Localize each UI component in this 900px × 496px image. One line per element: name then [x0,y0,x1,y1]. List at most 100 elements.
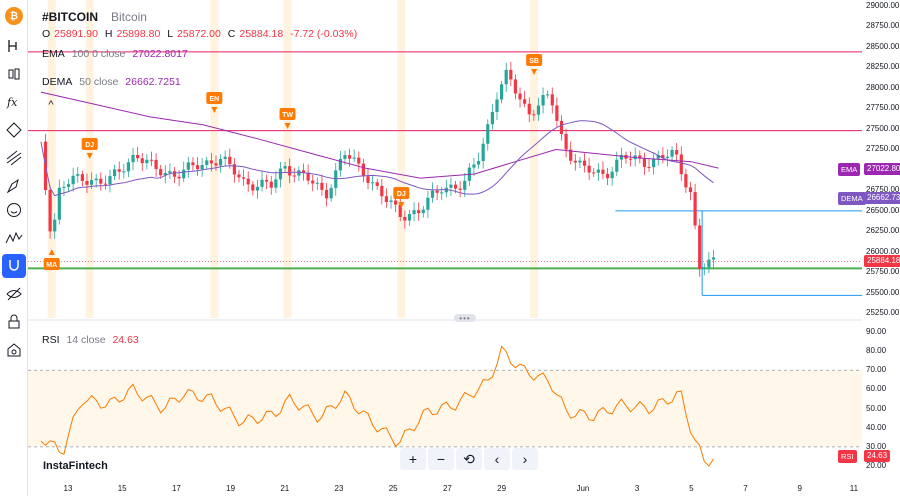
tool-hide[interactable] [2,282,26,306]
open-value: 25891.90 [54,28,98,40]
candle [352,149,356,163]
candle [311,174,315,192]
event-band [283,0,292,318]
candle [237,169,241,183]
event-marker-ma[interactable]: MA [43,249,60,270]
tool-brush[interactable] [2,174,26,198]
zoom-in-button[interactable]: + [400,448,426,470]
collapse-legend-button[interactable]: ^ [48,99,54,111]
event-marker-sb[interactable]: SB [526,54,543,75]
candle [191,157,195,171]
rsi-badge-label: RSI [841,452,854,461]
brush-icon [6,178,19,194]
scroll-left-button[interactable]: ‹ [484,448,510,470]
symbol-ticker: #BITCOIN [42,10,99,24]
tool-magnet[interactable] [2,254,26,278]
candle [458,181,462,198]
pane-resize-handle[interactable]: ••• [454,314,476,323]
candle [76,167,80,183]
candle [195,157,200,176]
rsi-band [28,370,862,447]
candle [541,87,545,114]
candle [357,151,361,172]
candle [218,154,223,173]
event-band [210,0,219,318]
rsi-price-tag: 24.63 [864,450,891,462]
candle [338,151,342,177]
candle [62,181,66,196]
svg-text:TW: TW [282,112,293,119]
ema-legend[interactable]: EMA 100 0 close 27022.8017 [42,48,192,60]
candle [380,178,384,205]
candle [472,158,476,176]
event-marker-en[interactable]: EN [206,92,223,113]
cross-icon [8,40,17,52]
event-marker-dj[interactable]: DJ [393,187,410,208]
candle [334,162,338,196]
dema-price-tag: 26662.73 [864,192,900,204]
candle [159,165,163,179]
rsi-axis-label: 80.00 [866,346,887,356]
close-label: C [227,28,236,40]
price-axis-label: 26250.00 [866,226,900,236]
candle [592,168,596,177]
reset-button[interactable]: ⟲ [456,448,482,470]
candle [168,163,172,179]
pattern-icon [5,231,23,244]
price-axis-label: 28500.00 [866,41,900,51]
candle [417,202,421,221]
horizontal-levels[interactable] [28,51,862,296]
tool-crosshair[interactable] [2,118,26,142]
price-axis-label: 26750.00 [866,185,900,195]
candle [297,166,301,182]
price-axis-label: 26500.00 [866,205,900,215]
dema-name: DEMA [42,76,73,88]
candle [186,156,190,178]
event-marker-dj[interactable]: DJ [81,138,98,159]
candle [573,153,577,171]
candle [702,263,706,276]
chart-area[interactable]: MA DJ EN TW DJ SB 13 15 17 19 21 23 25 27 29 Jun 3 5 7 9 11… [28,0,862,496]
candle [136,146,140,162]
tool-indicators[interactable]: fx [2,90,26,114]
candle [587,157,591,181]
tool-cursor[interactable] [2,34,26,58]
price-axis[interactable]: 29000.00 28750.00 28500.00 28250.00 28000.00… [862,0,900,496]
ohlc-legend: O 25891.90 H 25898.80 L 25872.00 C 25884.18 … [42,28,361,40]
candle [324,182,329,207]
symbol-header: #BITCOIN Bitcoin [42,10,151,24]
zoom-out-button[interactable]: − [428,448,454,470]
candle [426,190,430,218]
tool-trend-line[interactable] [2,146,26,170]
rsi-axis-label: 60.00 [866,384,887,394]
svg-text:DJ: DJ [85,142,94,149]
tool-delete[interactable] [2,338,26,362]
event-band [397,0,406,318]
tool-candles[interactable] [2,62,26,86]
price-axis-label: 28750.00 [866,21,900,31]
rsi-legend[interactable]: RSI 14 close 24.63 [42,334,143,346]
candle [113,164,117,180]
candle [518,87,522,108]
candle [569,141,573,165]
event-markers[interactable]: MA DJ EN TW DJ SB [43,54,543,270]
candle [278,161,283,188]
tool-emoji[interactable] [2,198,26,222]
candle [536,97,541,121]
candle [509,61,513,86]
tool-patterns[interactable] [2,226,26,250]
candle [707,252,711,274]
scroll-right-button[interactable]: › [512,448,538,470]
candle [555,97,559,127]
time-axis-label: 11 [850,484,859,493]
tool-lock[interactable] [2,310,26,334]
candle [371,174,375,191]
time-axis-label: 27 [443,484,452,493]
event-marker-tw[interactable]: TW [279,108,296,129]
dema-legend[interactable]: DEMA 50 close 26662.7251 [42,76,185,88]
candle [619,147,623,168]
brand-logo: InstaFintech [43,460,108,472]
time-axis-label: 7 [743,484,748,493]
change-value: -7.72 (-0.03%) [290,28,358,40]
candle [200,157,204,177]
